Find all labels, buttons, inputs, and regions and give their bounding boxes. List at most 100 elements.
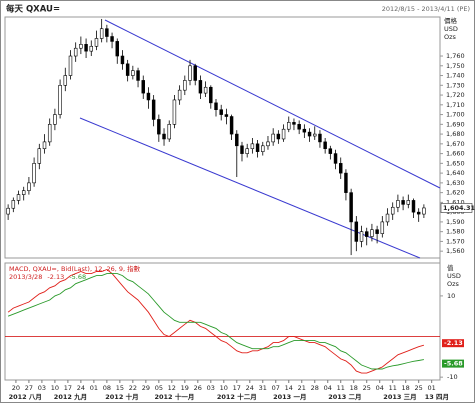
y-axis-label: Ozs [444, 33, 457, 41]
candle-body [42, 141, 47, 150]
candle-body [183, 80, 187, 91]
candle-body [89, 45, 94, 52]
y-axis-label: USD [447, 272, 461, 280]
y-tick-label: 1,740 [446, 72, 465, 80]
x-tick-label: 17 [64, 384, 72, 392]
candle-body [193, 65, 197, 81]
candle-body [68, 55, 73, 76]
macd-legend-values: 2013/3/28 -2.13 -5.68 [9, 273, 86, 281]
candle-body [11, 200, 16, 209]
candle-body [235, 133, 239, 147]
candle-body [21, 190, 26, 195]
candle-body [354, 221, 359, 242]
macd-line [7, 268, 425, 374]
candle-body [261, 145, 265, 152]
last-value-box [442, 339, 464, 348]
x-tick-label: 10 [220, 384, 228, 392]
x-tick-label: 04 [376, 384, 384, 392]
last-price-label: 1,604.31 [443, 204, 475, 212]
y-tick-label: 1,570 [446, 237, 465, 245]
month-label: 2013 二月 [328, 393, 361, 401]
x-tick-label: 14 [285, 384, 293, 392]
candle-body [224, 114, 229, 117]
x-tick-label: 18 [402, 384, 410, 392]
macd-line [7, 273, 424, 370]
x-tick-label: 21 [298, 384, 306, 392]
x-tick-label: 28 [311, 384, 319, 392]
y-tick-label: 1,690 [446, 120, 465, 128]
candle-body [370, 229, 374, 237]
last-value-label: -5.68 [444, 360, 463, 368]
candle-body [146, 92, 151, 101]
month-label: 2013 三月 [383, 393, 416, 401]
candle-body [375, 229, 379, 234]
candle-body [203, 86, 208, 94]
y-tick-label: 1,640 [446, 169, 465, 177]
candle-body [32, 163, 36, 184]
candle-body [380, 221, 385, 234]
candle-body [131, 70, 135, 76]
candle-body [16, 194, 21, 201]
x-tick-label: 27 [25, 384, 33, 392]
y-tick-label: -10 [447, 373, 458, 381]
month-label: 2012 九月 [54, 392, 87, 401]
x-tick-label: 24 [246, 384, 254, 392]
month-label: 2012 八月 [9, 393, 42, 401]
candle-body [157, 119, 161, 135]
candle-body [141, 80, 145, 94]
y-tick-label: 1,620 [446, 189, 465, 197]
candle-body [47, 124, 52, 143]
y-axis-label: 價格 [444, 16, 458, 25]
candle-body [302, 128, 307, 133]
x-tick-label: 11 [337, 384, 345, 392]
month-label: 2012 十月 [105, 392, 138, 401]
x-tick-label: 05 [155, 384, 163, 392]
channel-upper [104, 19, 441, 189]
y-tick-label: 1,580 [446, 228, 465, 236]
candle-body [307, 131, 312, 137]
candle-body [219, 109, 223, 115]
x-tick-label: 08 [103, 384, 111, 392]
x-tick-label: 12 [168, 384, 176, 392]
legend-signal: -5.68 [69, 273, 86, 281]
candle-body [292, 122, 296, 125]
candle-body [53, 114, 57, 125]
candle-body [344, 172, 348, 193]
y-tick-label: 1,750 [446, 62, 465, 70]
candle-body [245, 148, 249, 154]
candle-body [151, 99, 156, 120]
x-tick-label: 20 [12, 384, 20, 392]
candle-body [63, 75, 68, 86]
candle-body [333, 153, 338, 164]
candle-body [58, 84, 62, 115]
candle-body [266, 141, 270, 147]
candle-body [136, 70, 140, 81]
x-tick-label: 29 [142, 384, 150, 392]
candle-body [84, 44, 88, 52]
channel-lower [79, 117, 421, 259]
candle-body [406, 200, 411, 205]
x-tick-label: 15 [116, 384, 124, 392]
candle-body [198, 80, 203, 94]
x-tick-label: 25 [363, 384, 371, 392]
candle-body [323, 141, 327, 150]
last-value-box [442, 359, 464, 368]
x-tick-label: 25 [415, 384, 423, 392]
chart-title: 每天 QXAU= [6, 4, 60, 15]
candle-body [313, 133, 317, 137]
x-tick-label: 07 [272, 384, 280, 392]
candle-body [255, 143, 260, 152]
x-tick-label: 01 [90, 384, 98, 392]
date-range: 2012/8/15 - 2013/4/11 (PE) [382, 5, 470, 13]
x-tick-label: 03 [38, 384, 46, 392]
y-tick-label: 1,660 [446, 150, 465, 158]
candle-body [364, 231, 369, 237]
candle-body [297, 124, 301, 130]
candle-body [390, 206, 395, 215]
candle-body [209, 86, 213, 104]
y-tick-label: 1,590 [446, 218, 465, 226]
y-tick-label: 1,680 [446, 130, 465, 138]
candle-body [6, 207, 10, 215]
candle-body [79, 44, 83, 49]
